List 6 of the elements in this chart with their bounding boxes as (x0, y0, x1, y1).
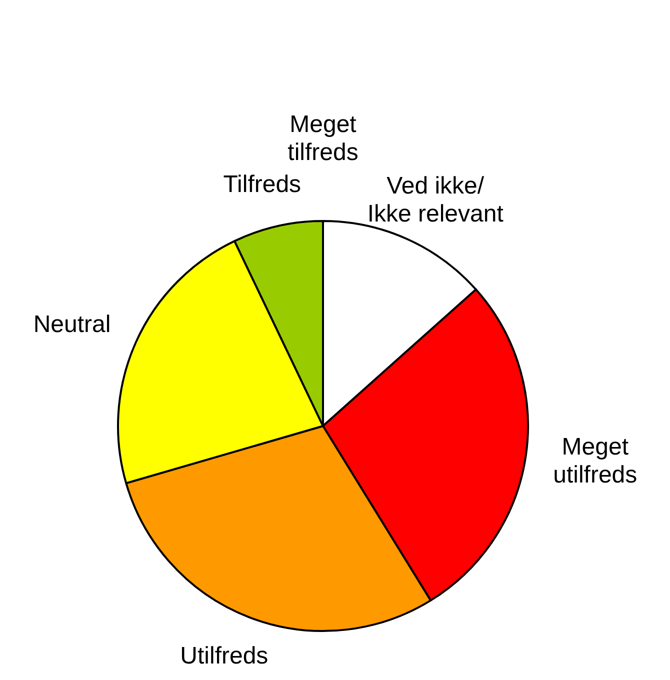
slice-label: Tilfreds (223, 171, 302, 198)
slice-label: Meget utilfreds (553, 434, 638, 489)
slice-label: Neutral (33, 311, 111, 338)
slice-label: Ved ikke/ Ikke relevant (367, 172, 504, 228)
slice-label: Utilfreds (180, 642, 268, 670)
category-label: Meget tilfreds (288, 111, 358, 166)
